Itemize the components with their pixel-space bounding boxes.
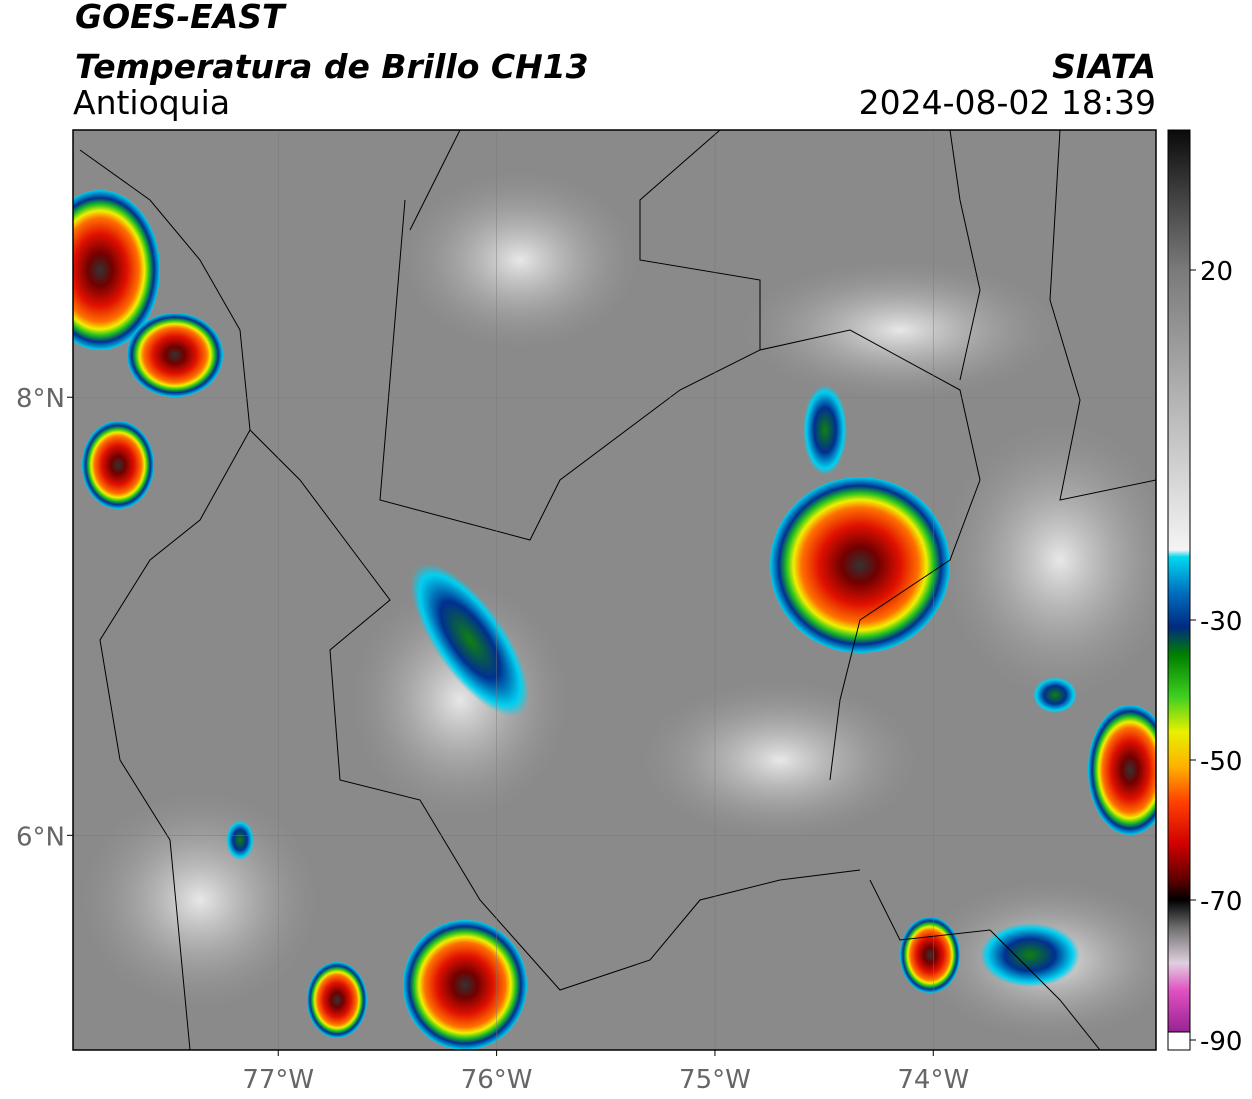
storm <box>1088 705 1156 835</box>
colorbar-tick-label: -30 <box>1200 607 1242 637</box>
grid <box>73 130 1156 1050</box>
cloud <box>940 420 1156 700</box>
storm <box>803 385 847 475</box>
imagery <box>73 130 1156 1050</box>
x-tick-label: 74°W <box>897 1065 969 1095</box>
y-tick-label: 6°N <box>16 822 65 852</box>
storm <box>770 477 950 653</box>
colorbar-tick-label: 20 <box>1200 257 1233 287</box>
cloud <box>740 260 1060 400</box>
region: Antioquia <box>73 83 230 122</box>
title: GOES-EAST <box>75 0 287 36</box>
storm <box>1033 677 1077 713</box>
x-tick-label: 77°W <box>242 1065 314 1095</box>
source: SIATA <box>1052 47 1156 86</box>
colorbar-tick-label: -70 <box>1200 887 1242 917</box>
storm <box>226 820 254 860</box>
cloud <box>80 790 320 1010</box>
map-frame <box>72 129 1157 1051</box>
colorbar <box>1167 129 1191 1041</box>
storm <box>82 421 154 509</box>
colorbar-tick-label: -90 <box>1200 1027 1242 1057</box>
x-tick-label: 75°W <box>679 1065 751 1095</box>
storm <box>900 917 960 993</box>
cloud <box>350 580 570 820</box>
storm <box>980 923 1080 987</box>
y-tick-label: 8°N <box>16 384 65 414</box>
border <box>79 130 1156 1050</box>
colorbar-under <box>1167 1031 1191 1051</box>
cloud <box>640 680 920 840</box>
colorbar-tick-label: -50 <box>1200 747 1242 777</box>
storm <box>127 313 223 397</box>
storm <box>73 190 160 350</box>
subtitle: Temperatura de Brillo CH13 <box>75 47 589 86</box>
cloud <box>400 170 640 350</box>
timestamp: 2024-08-02 18:39 <box>859 83 1156 122</box>
storm <box>403 920 527 1050</box>
storm <box>307 962 367 1038</box>
x-tick-label: 76°W <box>461 1065 533 1095</box>
storm <box>410 563 530 717</box>
